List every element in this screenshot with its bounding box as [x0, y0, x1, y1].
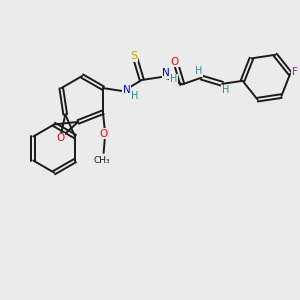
Text: H: H: [222, 85, 229, 95]
Text: CH₃: CH₃: [94, 156, 110, 165]
Text: F: F: [292, 67, 298, 77]
Text: H: H: [131, 91, 138, 100]
Text: H: H: [195, 66, 202, 76]
Text: N: N: [123, 85, 130, 95]
Text: N: N: [162, 68, 170, 78]
Text: H: H: [170, 74, 177, 84]
Text: S: S: [130, 51, 138, 61]
Text: O: O: [56, 133, 64, 143]
Text: O: O: [171, 57, 179, 67]
Text: O: O: [100, 129, 108, 139]
